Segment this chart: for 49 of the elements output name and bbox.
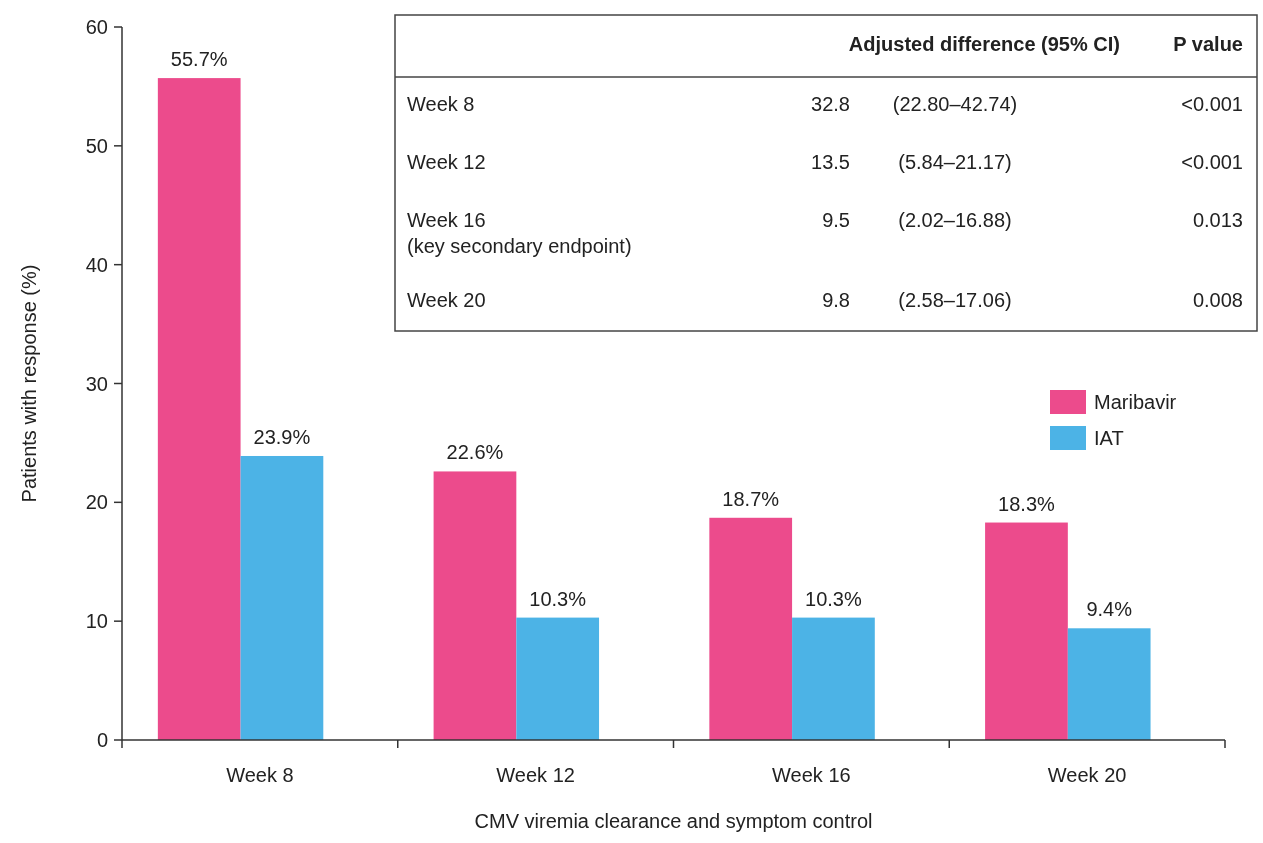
y-tick-label: 20 bbox=[85, 491, 108, 514]
data-label: 55.7% bbox=[170, 48, 228, 71]
x-tick-label: Week 20 bbox=[1047, 764, 1127, 786]
annotation: 32.8 bbox=[811, 93, 850, 115]
data-label: 22.6% bbox=[446, 441, 504, 464]
legend-label: IAT bbox=[1094, 427, 1124, 449]
annotation: Week 16 (key secondary endpoint) bbox=[407, 209, 632, 257]
annotation: Week 20 bbox=[407, 289, 486, 311]
data-label: 18.3% bbox=[998, 492, 1056, 515]
annotation: (22.80–42.74) bbox=[892, 93, 1018, 115]
annotation: 9.8 bbox=[822, 289, 850, 311]
y-tick-label: 30 bbox=[85, 372, 108, 395]
annotation: 0.008 bbox=[1192, 289, 1243, 311]
data-label: 18.7% bbox=[722, 487, 780, 510]
y-tick-label: 60 bbox=[85, 16, 108, 38]
annotation: (5.84–21.17) bbox=[898, 151, 1012, 173]
bar bbox=[1067, 628, 1151, 740]
y-axis-title: Patients with response (%) bbox=[18, 264, 40, 503]
bar bbox=[516, 617, 600, 740]
y-tick-label: 40 bbox=[85, 253, 108, 276]
annotation: (2.58–17.06) bbox=[898, 289, 1012, 311]
bar bbox=[157, 78, 241, 740]
y-tick-label: 0 bbox=[96, 729, 108, 751]
x-axis-title: CMV viremia clearance and symptom control bbox=[474, 810, 873, 832]
annotation: Week 12 bbox=[407, 151, 486, 173]
bar bbox=[709, 517, 793, 740]
data-label: 23.9% bbox=[253, 425, 311, 448]
bar bbox=[792, 617, 875, 740]
legend-label: Maribavir bbox=[1094, 391, 1177, 413]
x-tick-label: Week 8 bbox=[226, 764, 294, 786]
annotation: Week 8 bbox=[407, 93, 475, 115]
data-label: 10.3% bbox=[805, 587, 862, 610]
annotation: 9.5 bbox=[822, 209, 850, 231]
bar bbox=[433, 471, 517, 740]
annotation: <0.001 bbox=[1181, 93, 1243, 115]
annotation: (2.02–16.88) bbox=[898, 209, 1012, 231]
annotation: <0.001 bbox=[1181, 151, 1243, 173]
bar bbox=[240, 455, 324, 740]
y-tick-label: 50 bbox=[85, 134, 108, 157]
y-tick-label: 10 bbox=[85, 610, 108, 633]
data-label: 10.3% bbox=[529, 587, 587, 610]
annotation: P value bbox=[1173, 33, 1243, 55]
annotation: Adjusted difference (95% CI) bbox=[848, 33, 1120, 55]
x-tick-label: Week 16 bbox=[772, 764, 851, 786]
x-tick-label: Week 12 bbox=[496, 764, 575, 786]
bar bbox=[985, 522, 1068, 740]
annotation: 13.5 bbox=[811, 151, 850, 173]
annotation: 0.013 bbox=[1192, 209, 1243, 231]
data-label: 9.4% bbox=[1086, 598, 1133, 621]
